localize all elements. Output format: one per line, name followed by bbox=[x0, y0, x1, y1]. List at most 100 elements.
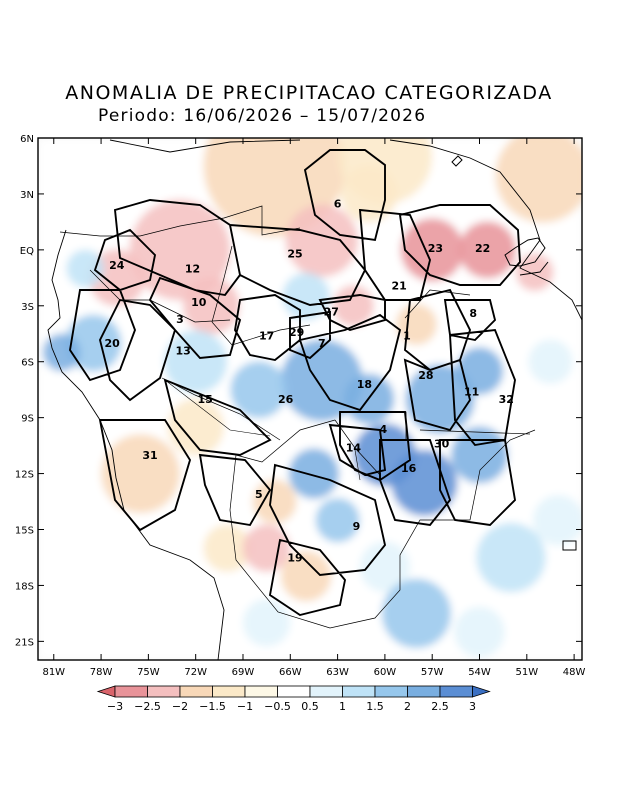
region-label: 31 bbox=[142, 449, 157, 462]
anomaly-blob bbox=[315, 498, 360, 543]
colorbar-cell bbox=[277, 685, 311, 698]
colorbar-cell bbox=[374, 685, 408, 698]
lon-tick-label: 81W bbox=[42, 667, 65, 678]
region-label: 25 bbox=[287, 248, 302, 261]
anomaly-blob bbox=[381, 578, 452, 649]
colorbar-label: 1.5 bbox=[366, 700, 384, 713]
colorbar-label: −1.5 bbox=[199, 700, 226, 713]
lon-tick-label: 78W bbox=[90, 667, 113, 678]
anomaly-blob bbox=[459, 221, 516, 279]
lon-tick-label: 66W bbox=[279, 667, 302, 678]
colorbar-label: −0.5 bbox=[264, 700, 291, 713]
anomaly-blob bbox=[280, 339, 363, 422]
map-title: ANOMALIA DE PRECIPITACAO CATEGORIZADA bbox=[65, 82, 553, 104]
anomaly-blob bbox=[359, 541, 411, 592]
anomaly-blob bbox=[455, 347, 504, 395]
lon-tick-label: 48W bbox=[563, 667, 586, 678]
anomaly-blob bbox=[454, 606, 505, 658]
lon-tick-label: 63W bbox=[326, 667, 349, 678]
region-label: 11 bbox=[464, 386, 479, 399]
anomaly-blob bbox=[285, 204, 359, 277]
colorbar-cell bbox=[147, 685, 181, 698]
region-label: 32 bbox=[499, 393, 514, 406]
lat-tick-label: 12S bbox=[15, 470, 34, 481]
colorbar-label: 0.5 bbox=[301, 700, 319, 713]
colorbar-label: 2 bbox=[404, 700, 411, 713]
colorbar-label: 1 bbox=[339, 700, 346, 713]
colorbar-label: −2 bbox=[172, 700, 188, 713]
lat-tick-label: 21S bbox=[15, 637, 34, 648]
region-label: 6 bbox=[334, 197, 342, 210]
amazon-delta bbox=[504, 237, 549, 276]
region-label: 15 bbox=[197, 393, 212, 406]
anomaly-blob bbox=[164, 330, 228, 394]
lon-tick-label: 54W bbox=[468, 667, 491, 678]
map-frame bbox=[37, 137, 583, 661]
region-label: 17 bbox=[259, 330, 274, 343]
axes: 6N 3N EQ 3S 6S 9S 12S 15S 18S 21S 81W 78W 75W 72W 69W 6… bbox=[15, 134, 586, 678]
colorbar-cell bbox=[179, 685, 213, 698]
anomaly-blob bbox=[282, 272, 330, 321]
colorbar-cell bbox=[114, 685, 148, 698]
anomaly-blob bbox=[203, 524, 251, 572]
state-border bbox=[164, 379, 361, 481]
colorbar-label: 2.5 bbox=[431, 700, 449, 713]
region-label: 24 bbox=[109, 259, 125, 272]
lat-tick-label: 15S bbox=[15, 526, 34, 537]
anomaly-blob bbox=[495, 138, 582, 223]
anomaly-blob bbox=[252, 479, 297, 524]
region-label: 4 bbox=[379, 423, 387, 436]
anomaly-blob bbox=[405, 364, 475, 434]
region-label: 14 bbox=[346, 442, 362, 455]
region-label: 13 bbox=[175, 345, 190, 358]
lat-tick-label: 9S bbox=[21, 414, 34, 425]
region-label: 21 bbox=[391, 279, 406, 292]
lon-tick-label: 51W bbox=[515, 667, 538, 678]
anomaly-blob bbox=[101, 434, 180, 513]
region-label: 27 bbox=[324, 305, 339, 318]
anomaly-blob bbox=[242, 524, 291, 572]
lat-tick-label: 6N bbox=[20, 134, 34, 145]
colorbar-cell bbox=[244, 685, 278, 698]
colorbar-label: −3 bbox=[107, 700, 123, 713]
lake-marker bbox=[562, 540, 577, 551]
region-labels: 1345678910111213141516171819202122232425… bbox=[104, 197, 514, 564]
region-label: 5 bbox=[255, 488, 263, 501]
region-label: 1 bbox=[403, 330, 411, 343]
anomaly-blob bbox=[395, 303, 437, 345]
colorbar: −3 −2.5 −2 −1.5 −1 −0.5 0.5 1 1.5 2 2.5 3 bbox=[96, 685, 491, 713]
region-label: 7 bbox=[318, 337, 326, 350]
anomaly-blob bbox=[515, 253, 554, 292]
region-label: 30 bbox=[434, 438, 450, 451]
colorbar-cell bbox=[472, 685, 491, 698]
lon-tick-label: 69W bbox=[232, 667, 255, 678]
region-label: 16 bbox=[401, 462, 417, 475]
basin-boundaries bbox=[47, 139, 582, 660]
region-label: 28 bbox=[418, 369, 433, 382]
anomaly-blob bbox=[476, 522, 546, 593]
lon-tick-label: 57W bbox=[421, 667, 444, 678]
region-label: 8 bbox=[469, 307, 477, 320]
anomaly-blob bbox=[288, 448, 340, 499]
anomaly-blob bbox=[66, 249, 105, 288]
lon-tick-label: 60W bbox=[374, 667, 397, 678]
region-label: 10 bbox=[191, 296, 207, 309]
anomaly-blob bbox=[242, 599, 291, 647]
lat-tick-label: 18S bbox=[15, 581, 34, 592]
island-marker bbox=[451, 155, 463, 167]
atlantic-coastline bbox=[109, 139, 582, 321]
lat-tick-label: 3S bbox=[21, 302, 34, 313]
colorbar-cell bbox=[309, 685, 343, 698]
region-label: 3 bbox=[176, 313, 184, 326]
colorbar-cell bbox=[439, 685, 473, 698]
colorbar-cell bbox=[96, 685, 116, 698]
region-label: 26 bbox=[278, 393, 294, 406]
lat-tick-label: EQ bbox=[20, 246, 34, 257]
lat-tick-label: 3N bbox=[20, 190, 34, 201]
colorbar-label: 3 bbox=[469, 700, 476, 713]
basin-outlines bbox=[69, 149, 521, 617]
colorbar-cell bbox=[342, 685, 376, 698]
region-label: 29 bbox=[289, 326, 304, 339]
anomaly-blob bbox=[280, 550, 332, 602]
anomaly-blob bbox=[528, 339, 573, 384]
